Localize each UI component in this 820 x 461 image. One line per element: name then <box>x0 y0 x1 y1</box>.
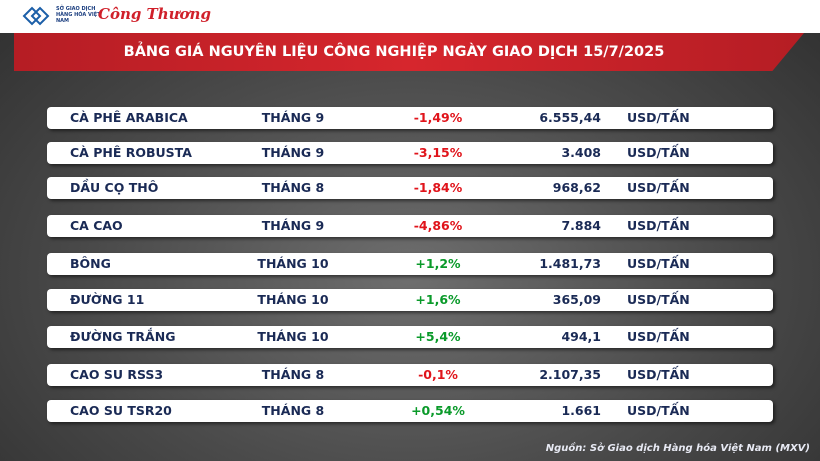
change: +1,2% <box>415 256 461 271</box>
contract-month: THÁNG 9 <box>261 218 325 233</box>
table-row: DẦU CỌ THÔ THÁNG 8 -1,84% 968,62 USD/TẤN <box>47 177 773 199</box>
price: 6.555,44 <box>539 110 601 125</box>
change: +1,6% <box>415 292 461 307</box>
source: Nguồn: Sở Giao dịch Hàng hóa Việt Nam (M… <box>545 443 810 454</box>
unit: USD/TẤN <box>627 218 690 233</box>
title: BẢNG GIÁ NGUYÊN LIỆU CÔNG NGHIỆP NGÀY GI… <box>123 44 665 60</box>
unit: USD/TẤN <box>627 403 690 418</box>
table-row: ĐƯỜNG TRẮNG THÁNG 10 +5,4% 494,1 USD/TẤN <box>47 326 773 348</box>
table-row: CÀ PHÊ ARABICA THÁNG 9 -1,49% 6.555,44 USD/T… <box>47 107 773 129</box>
commodity: CAO SU RSS3 <box>70 367 164 382</box>
change: -1,49% <box>413 110 463 125</box>
table-row: CÀ PHÊ ROBUSTA THÁNG 9 -3,15% 3.408 USD/TẤN <box>47 142 773 164</box>
unit: USD/TẤN <box>627 292 690 307</box>
exchange-logo-mark <box>22 6 50 26</box>
commodity: CÀ PHÊ ROBUSTA <box>70 145 192 160</box>
commodity: CAO SU TSR20 <box>70 403 172 418</box>
contract-month: THÁNG 10 <box>257 292 329 307</box>
brand: Công Thương <box>98 5 211 23</box>
price: 365,09 <box>552 292 601 307</box>
price: 968,62 <box>552 180 601 195</box>
unit: USD/TẤN <box>627 367 690 382</box>
price: 1.661 <box>561 403 601 418</box>
unit: USD/TẤN <box>627 180 690 195</box>
contract-month: THÁNG 9 <box>261 145 325 160</box>
contract-month: THÁNG 9 <box>261 110 325 125</box>
contract-month: THÁNG 8 <box>261 367 325 382</box>
unit: USD/TẤN <box>627 110 690 125</box>
table-row: CAO SU RSS3 THÁNG 8 -0,1% 2.107,35 USD/TẤN <box>47 364 773 386</box>
change: +5,4% <box>415 329 461 344</box>
title-banner: BẢNG GIÁ NGUYÊN LIỆU CÔNG NGHIỆP NGÀY GI… <box>14 33 804 71</box>
exchange-logo: SỞ GIAO DỊCH HÀNG HÓA VIỆT NAM <box>56 6 101 24</box>
change: +0,54% <box>411 403 465 418</box>
change: -4,86% <box>413 218 463 233</box>
commodity: CA CAO <box>70 218 123 233</box>
change: -1,84% <box>413 180 463 195</box>
unit: USD/TẤN <box>627 145 690 160</box>
commodity: ĐƯỜNG TRẮNG <box>70 329 176 344</box>
price: 3.408 <box>561 145 601 160</box>
commodity: BÔNG <box>70 256 111 271</box>
price: 2.107,35 <box>539 367 601 382</box>
contract-month: THÁNG 8 <box>261 403 325 418</box>
unit: USD/TẤN <box>627 256 690 271</box>
table-row: BÔNG THÁNG 10 +1,2% 1.481,73 USD/TẤN <box>47 253 773 275</box>
table-row: CA CAO THÁNG 9 -4,86% 7.884 USD/TẤN <box>47 215 773 237</box>
commodity: DẦU CỌ THÔ <box>70 180 159 195</box>
contract-month: THÁNG 10 <box>257 329 329 344</box>
change: -3,15% <box>413 145 463 160</box>
change: -0,1% <box>418 367 458 382</box>
table-row: CAO SU TSR20 THÁNG 8 +0,54% 1.661 USD/TẤN <box>47 400 773 422</box>
price: 7.884 <box>561 218 601 233</box>
unit: USD/TẤN <box>627 329 690 344</box>
commodity: CÀ PHÊ ARABICA <box>70 110 188 125</box>
price: 1.481,73 <box>539 256 601 271</box>
commodity: ĐƯỜNG 11 <box>70 292 145 307</box>
top-bar: SỞ GIAO DỊCH HÀNG HÓA VIỆT NAM Công Thươ… <box>0 0 820 33</box>
table-row: ĐƯỜNG 11 THÁNG 10 +1,6% 365,09 USD/TẤN <box>47 289 773 311</box>
price: 494,1 <box>561 329 601 344</box>
contract-month: THÁNG 8 <box>261 180 325 195</box>
contract-month: THÁNG 10 <box>257 256 329 271</box>
